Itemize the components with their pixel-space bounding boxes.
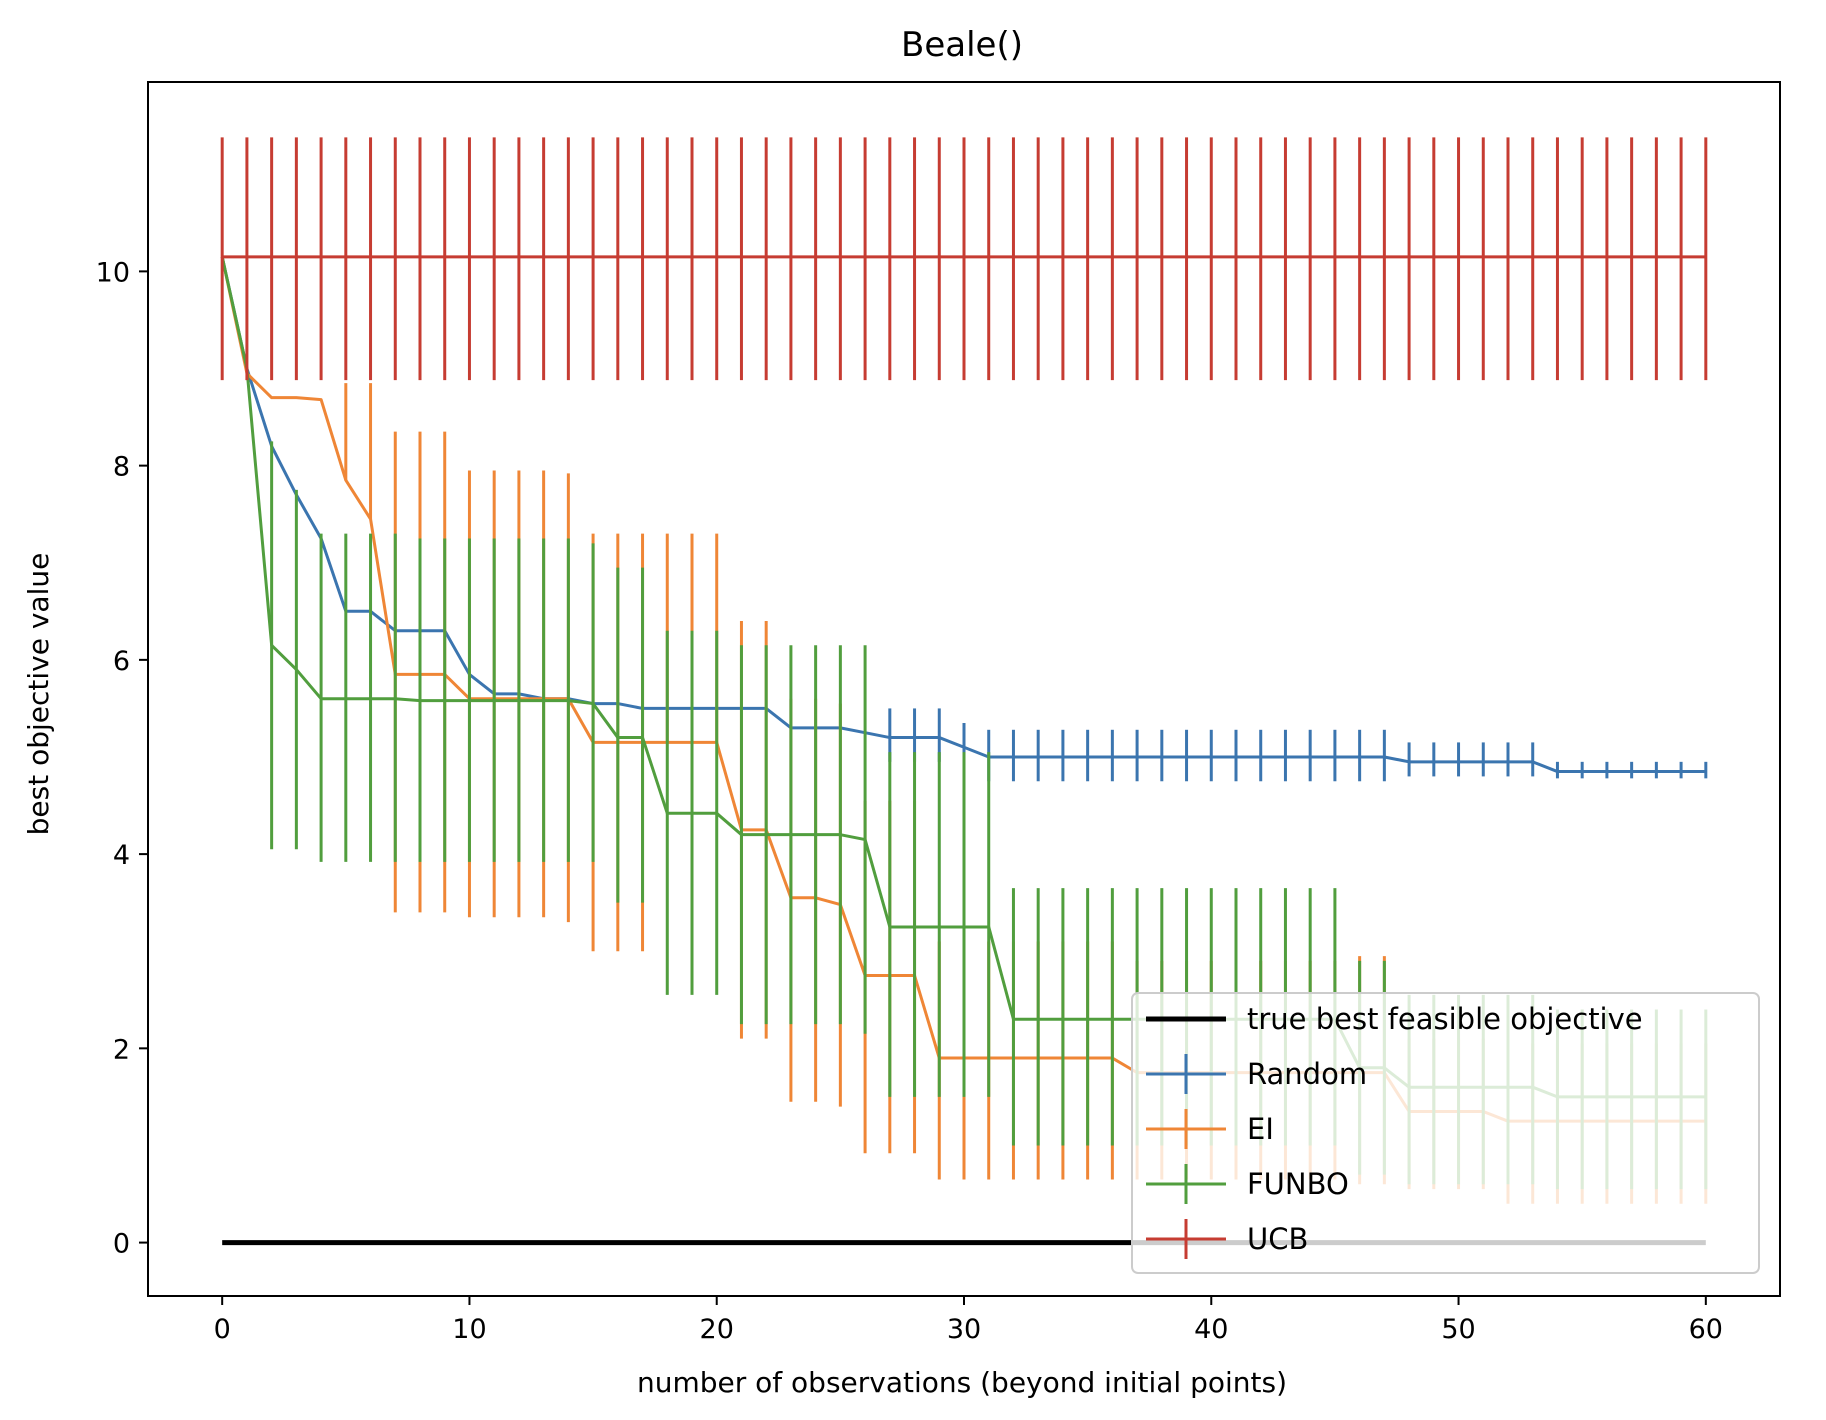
- y-tick-label: 2: [113, 1034, 130, 1065]
- x-tick-label: 30: [947, 1314, 981, 1345]
- legend-label: UCB: [1247, 1222, 1308, 1256]
- legend: true best feasible objective Random EI FUNB…: [1131, 992, 1760, 1274]
- legend-entry: true best feasible objective: [1146, 1002, 1643, 1036]
- x-tick-label: 10: [452, 1314, 486, 1345]
- axes: 0 10 20 30 40 50 60 0 2 4 6 8 10: [96, 81, 1781, 1345]
- legend-label: FUNBO: [1247, 1167, 1349, 1201]
- y-tick-label: 10: [96, 257, 130, 288]
- y-tick-label: 4: [113, 840, 130, 871]
- y-tick-label: 6: [113, 646, 130, 677]
- x-axis-label: number of observations (beyond initial p…: [637, 1366, 1287, 1399]
- legend-entry: Random: [1146, 1054, 1367, 1094]
- x-tick-label: 50: [1441, 1314, 1475, 1345]
- series-ucb: [220, 137, 1708, 381]
- chart-title: Beale(): [901, 25, 1023, 65]
- y-tick-label: 8: [113, 452, 130, 483]
- x-tick-label: 20: [700, 1314, 734, 1345]
- x-tick-label: 60: [1689, 1314, 1723, 1345]
- x-tick-label: 40: [1194, 1314, 1228, 1345]
- y-axis-label: best objective value: [22, 553, 55, 836]
- legend-entry: FUNBO: [1146, 1164, 1349, 1204]
- legend-label: EI: [1247, 1112, 1274, 1146]
- y-tick-label: 0: [113, 1229, 130, 1260]
- legend-label: Random: [1247, 1057, 1367, 1091]
- legend-box: [1131, 992, 1760, 1274]
- x-tick-label: 0: [214, 1314, 231, 1345]
- legend-entry: UCB: [1146, 1219, 1308, 1259]
- legend-label: true best feasible objective: [1247, 1002, 1643, 1036]
- legend-entry: EI: [1146, 1109, 1274, 1149]
